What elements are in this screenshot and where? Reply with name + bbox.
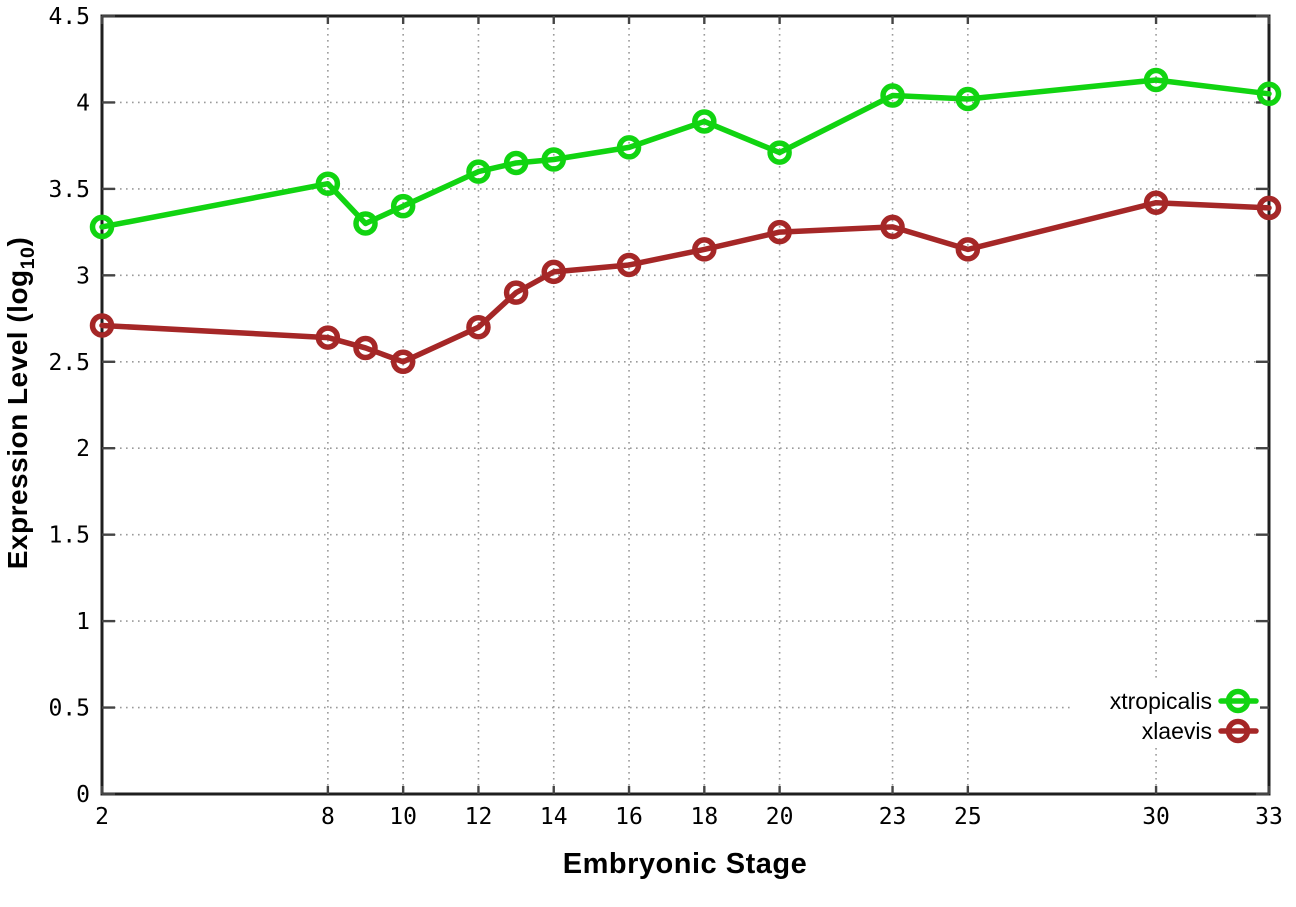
data-point-xtropicalis	[466, 159, 491, 184]
data-point-xtropicalis	[955, 86, 981, 112]
y-tick-label: 4	[76, 90, 90, 116]
y-tick-label: 1	[76, 609, 90, 635]
x-tick-label: 30	[1142, 804, 1170, 830]
x-tick-label: 16	[615, 804, 643, 830]
plot-border	[100, 14, 1271, 796]
data-point-xtropicalis	[315, 171, 341, 196]
data-point-xlaevis	[1143, 190, 1169, 215]
x-tick-label: 20	[766, 804, 794, 830]
legend-label-xtropicalis: xtropicalis	[1110, 688, 1212, 714]
data-point-xlaevis	[503, 280, 529, 305]
y-tick-label: 2.5	[48, 350, 90, 376]
data-point-xtropicalis	[353, 211, 378, 236]
y-tick-label: 3	[76, 263, 90, 289]
series-line-xlaevis	[99, 199, 1272, 365]
legend-marker-xlaevis	[1225, 718, 1251, 744]
y-axis-title: Expression Level (log10)	[2, 237, 40, 570]
data-point-xtropicalis	[541, 147, 566, 172]
data-point-xlaevis	[692, 237, 717, 262]
data-point-xtropicalis	[503, 150, 529, 176]
x-tick-label: 33	[1255, 804, 1283, 830]
y-axis-title-subscript: 10	[16, 246, 39, 270]
data-point-xtropicalis	[692, 109, 717, 134]
y-tick-label: 0.5	[48, 696, 90, 722]
data-point-xtropicalis	[89, 214, 115, 240]
data-point-xlaevis	[466, 314, 491, 340]
y-tick-label: 0	[76, 782, 90, 808]
y-tick-label: 4.5	[48, 4, 90, 30]
data-point-xlaevis	[89, 313, 115, 338]
data-point-xlaevis	[767, 219, 792, 245]
data-point-xlaevis	[1256, 195, 1282, 221]
data-point-xtropicalis	[880, 83, 905, 108]
x-tick-label: 2	[95, 804, 109, 830]
data-point-xlaevis	[315, 325, 341, 350]
legend-marker-xtropicalis	[1225, 688, 1251, 714]
x-tick-label: 23	[879, 804, 907, 830]
y-axis-title-text: Expression Level (log	[2, 269, 34, 570]
data-point-xtropicalis	[390, 193, 416, 219]
data-point-xtropicalis	[767, 140, 792, 165]
data-point-xlaevis	[616, 252, 642, 278]
data-point-xlaevis	[390, 349, 416, 375]
x-tick-label: 10	[389, 804, 417, 830]
x-tick-label: 8	[321, 804, 335, 830]
data-point-xtropicalis	[1143, 67, 1169, 93]
y-tick-label: 2	[76, 436, 90, 462]
data-point-xtropicalis	[616, 135, 642, 160]
x-tick-label: 25	[954, 804, 982, 830]
data-point-xlaevis	[880, 214, 905, 240]
x-tick-label: 14	[540, 804, 568, 830]
y-tick-label: 3.5	[48, 177, 90, 203]
data-point-xtropicalis	[1256, 81, 1282, 107]
x-axis-title: Embryonic Stage	[562, 848, 808, 880]
x-tick-label: 12	[465, 804, 493, 830]
data-point-xlaevis	[955, 237, 981, 262]
y-tick-label: 1.5	[48, 523, 90, 549]
data-point-xlaevis	[353, 335, 378, 361]
data-point-xlaevis	[541, 259, 566, 285]
legend-label-xlaevis: xlaevis	[1142, 718, 1212, 744]
y-axis-title-close: )	[2, 236, 34, 247]
x-tick-label: 18	[690, 804, 718, 830]
